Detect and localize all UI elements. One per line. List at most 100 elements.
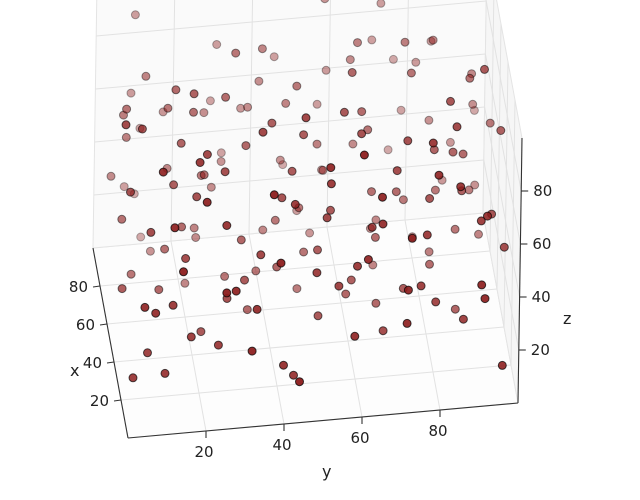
- side-gridline-x: [489, 0, 495, 252]
- back-gridline-z: [93, 159, 484, 196]
- data-point: [434, 170, 444, 180]
- data-point: [359, 150, 369, 160]
- data-point: [236, 235, 246, 245]
- z-tick-label: 20: [531, 341, 550, 359]
- data-point: [258, 127, 268, 137]
- data-point: [141, 71, 151, 81]
- data-point: [346, 275, 356, 285]
- data-point: [485, 118, 495, 128]
- x-tick-label: 60: [76, 316, 95, 334]
- data-point: [117, 214, 127, 224]
- data-point: [326, 205, 335, 215]
- data-point: [425, 194, 435, 203]
- side-gridline-z: [483, 159, 520, 351]
- data-point: [428, 138, 438, 148]
- data-point: [256, 250, 266, 260]
- y-tick-label: 20: [194, 443, 213, 461]
- back-gridline-z: [95, 53, 486, 90]
- data-point: [318, 165, 328, 175]
- floor-gridline-y: [404, 219, 441, 411]
- data-point: [476, 216, 486, 226]
- data-point: [367, 187, 376, 197]
- data-point: [371, 215, 381, 225]
- data-point: [422, 230, 432, 240]
- data-point: [220, 271, 230, 281]
- data-point: [458, 149, 468, 159]
- data-point: [270, 215, 280, 225]
- data-point: [425, 259, 434, 269]
- y-tick-label: 40: [272, 436, 291, 454]
- data-point: [189, 107, 198, 117]
- data-point: [276, 258, 286, 268]
- data-point: [378, 192, 387, 202]
- data-point: [468, 99, 478, 109]
- data-point: [145, 246, 155, 256]
- data-point: [189, 223, 199, 233]
- data-point: [320, 0, 330, 4]
- data-point: [281, 98, 291, 108]
- data-point: [406, 68, 416, 78]
- x-tick-label: 80: [69, 278, 88, 296]
- data-point: [241, 141, 251, 151]
- data-point: [181, 254, 191, 263]
- data-point: [206, 182, 216, 192]
- data-point: [196, 327, 206, 337]
- data-point: [106, 171, 116, 181]
- data-point: [257, 44, 267, 54]
- data-point: [388, 54, 398, 64]
- data-point: [430, 185, 440, 195]
- data-point: [299, 130, 309, 140]
- z-tick-label: 40: [532, 288, 551, 306]
- data-point: [321, 65, 331, 75]
- data-point: [326, 163, 336, 173]
- data-point: [378, 219, 388, 229]
- data-point: [424, 247, 434, 257]
- side-gridline-z: [485, 0, 522, 192]
- data-point: [136, 232, 146, 242]
- data-point: [122, 104, 132, 114]
- data-point: [357, 107, 367, 117]
- data-point: [290, 199, 300, 209]
- data-point: [345, 55, 355, 65]
- data-point: [186, 332, 196, 342]
- back-gridline-y: [170, 0, 176, 242]
- data-point: [252, 304, 262, 314]
- data-point: [312, 268, 322, 278]
- x-tick-mark: [92, 285, 101, 288]
- data-point: [403, 136, 413, 146]
- back-gridline-y: [248, 0, 254, 235]
- data-point: [277, 193, 287, 203]
- data-point: [313, 245, 322, 255]
- data-point: [371, 298, 381, 308]
- y-tick-label: 60: [350, 429, 369, 447]
- data-point: [295, 377, 304, 387]
- data-point: [191, 233, 201, 242]
- data-point: [357, 129, 367, 139]
- data-point: [483, 211, 492, 221]
- data-point: [202, 150, 212, 159]
- data-point: [334, 281, 344, 291]
- data-point: [322, 213, 332, 223]
- data-point: [445, 137, 455, 147]
- data-point: [240, 275, 249, 285]
- data-point: [392, 166, 402, 176]
- data-point: [348, 139, 358, 149]
- data-point: [269, 190, 279, 200]
- data-point: [146, 227, 156, 237]
- data-point: [448, 147, 458, 157]
- data-point: [254, 76, 264, 86]
- data-point: [391, 187, 401, 197]
- data-point: [195, 158, 205, 167]
- data-point: [450, 224, 460, 234]
- data-point: [470, 180, 480, 190]
- data-point: [212, 40, 222, 49]
- data-point: [126, 187, 135, 197]
- data-point: [192, 192, 202, 202]
- data-point: [158, 167, 168, 177]
- data-point: [176, 138, 186, 148]
- data-point: [243, 102, 253, 112]
- x-tick-mark: [106, 361, 115, 364]
- data-point: [367, 222, 377, 232]
- data-point: [305, 228, 315, 238]
